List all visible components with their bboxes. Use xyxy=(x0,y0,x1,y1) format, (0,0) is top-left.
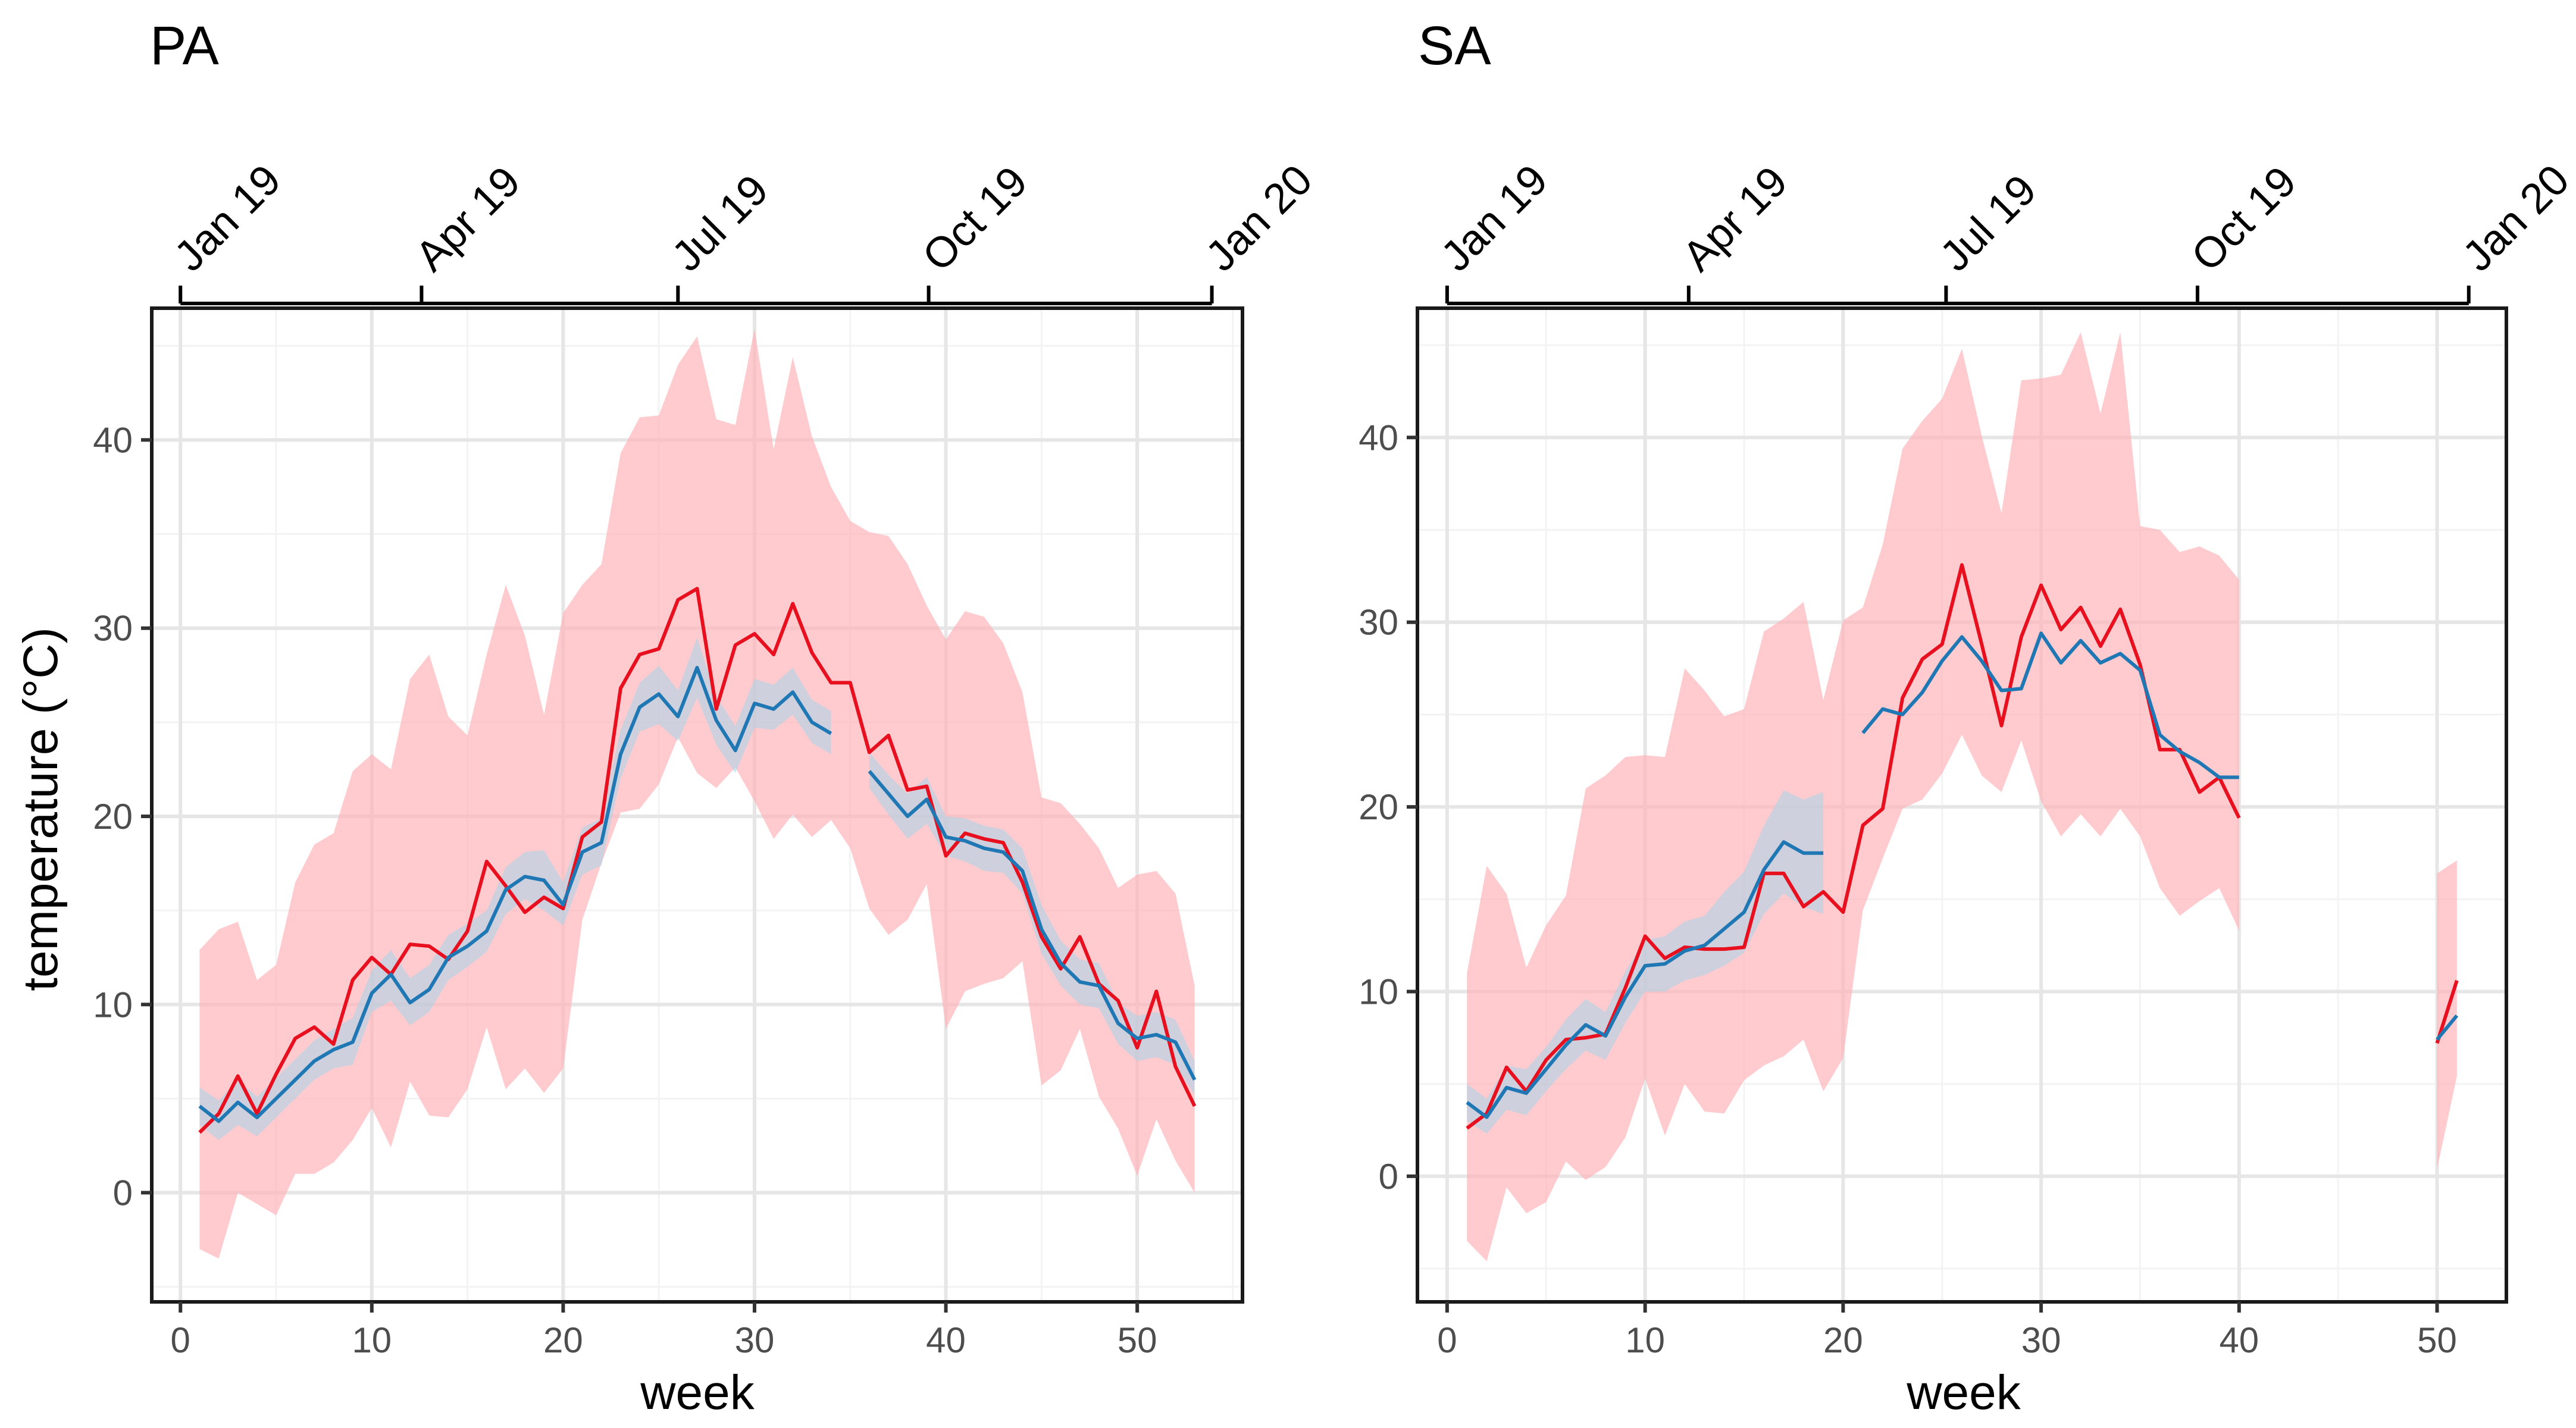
top-date-axis: Jan 19 Apr 19 Jul 19 Oct 19 Jan 20 xyxy=(165,156,1322,305)
top-tick-label: Oct 19 xyxy=(2183,158,2306,281)
y-tick-label: 30 xyxy=(1359,603,1398,643)
top-tick-label: Apr 19 xyxy=(406,158,530,281)
y-tick-label: 40 xyxy=(1359,418,1398,458)
line-red xyxy=(1466,563,2241,1130)
y-axis-pa: 0 10 20 30 40 xyxy=(93,420,152,1213)
top-tick-label: Oct 19 xyxy=(913,158,1037,281)
x-tick-label: 10 xyxy=(352,1320,392,1360)
x-tick-label: 50 xyxy=(1118,1320,1157,1360)
x-tick-label: 20 xyxy=(1823,1320,1863,1360)
x-tick-label: 30 xyxy=(2021,1320,2061,1360)
band-red xyxy=(199,328,1195,1259)
top-tick-label: Jul 19 xyxy=(663,166,777,280)
y-tick-label: 20 xyxy=(1359,787,1398,827)
x-tick-label: 40 xyxy=(2219,1320,2259,1360)
band-red xyxy=(1467,332,2239,1261)
series-lines-sa xyxy=(1466,563,2459,1130)
x-tick-label: 10 xyxy=(1625,1320,1665,1360)
x-axis-sa: 0 10 20 30 40 50 xyxy=(1437,1302,2457,1360)
x-tick-label: 40 xyxy=(926,1320,966,1360)
top-date-axis: Jan 19 Apr 19 Jul 19 Oct 19 Jan 20 xyxy=(1432,156,2576,305)
panel-title-sa: SA xyxy=(1418,15,1491,76)
y-tick-label: 30 xyxy=(93,609,133,649)
x-axis-pa: 0 10 20 30 40 50 xyxy=(171,1302,1157,1360)
confidence-bands-pa xyxy=(199,328,1195,1259)
top-tick-label: Jan 20 xyxy=(1197,156,1321,280)
y-tick-label: 0 xyxy=(113,1173,133,1213)
y-tick-label: 0 xyxy=(1379,1157,1398,1197)
line-blue xyxy=(868,770,1197,1081)
x-tick-label: 30 xyxy=(735,1320,775,1360)
band-blue xyxy=(199,637,831,1140)
plot-frame-sa xyxy=(1416,306,2508,1304)
line-blue xyxy=(2436,1014,2459,1041)
top-tick-label: Jan 20 xyxy=(2454,156,2576,280)
series-lines-pa xyxy=(198,587,1197,1134)
y-tick-label: 20 xyxy=(93,797,133,837)
line-red xyxy=(198,587,1197,1134)
panel-sa: SA Jan 19 Apr 19 Jul 19 Oct 19 Jan 20 0 10 20 3… xyxy=(1359,15,2576,1420)
x-tick-label: 0 xyxy=(1437,1320,1457,1360)
y-tick-label: 40 xyxy=(93,420,133,460)
top-tick-label: Jan 19 xyxy=(1432,156,1557,280)
line-blue xyxy=(1861,631,2239,779)
x-tick-label: 0 xyxy=(171,1320,190,1360)
line-blue xyxy=(1466,840,1824,1119)
top-tick-label: Jan 19 xyxy=(165,156,290,280)
x-tick-label: 50 xyxy=(2417,1320,2457,1360)
top-tick-label: Jul 19 xyxy=(1931,166,2045,280)
panel-pa: PA Jan 19 Apr 19 Jul 19 Oct 19 Jan 20 0 10 20 3… xyxy=(14,15,1322,1420)
x-tick-label: 20 xyxy=(543,1320,583,1360)
y-axis-title: temperature (°C) xyxy=(14,627,68,991)
y-axis-sa: 0 10 20 30 40 xyxy=(1359,418,1417,1197)
line-blue xyxy=(198,666,832,1123)
x-axis-title-pa: week xyxy=(640,1366,755,1420)
top-tick-label: Apr 19 xyxy=(1674,158,1797,281)
y-tick-label: 10 xyxy=(93,985,133,1025)
panel-title-pa: PA xyxy=(150,15,220,76)
y-tick-label: 10 xyxy=(1359,972,1398,1012)
confidence-bands-sa xyxy=(1467,332,2457,1261)
plot-frame-pa xyxy=(150,306,1244,1304)
x-axis-title-sa: week xyxy=(1906,1366,2021,1420)
